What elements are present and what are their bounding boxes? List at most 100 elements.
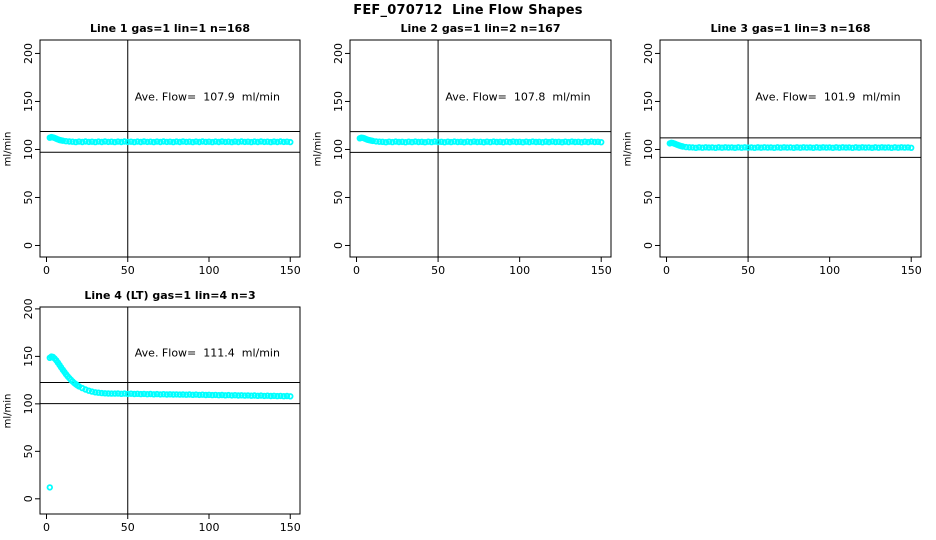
data-point xyxy=(506,138,514,146)
data-point xyxy=(160,138,167,145)
data-point xyxy=(862,144,869,151)
data-point xyxy=(118,138,125,146)
data-point xyxy=(744,144,752,151)
y-axis-tick-label: 150 xyxy=(642,91,655,112)
plot-border xyxy=(659,39,922,258)
data-point xyxy=(415,138,422,146)
x-axis-tick-label: 100 xyxy=(199,521,220,534)
data-point xyxy=(421,138,429,146)
data-point xyxy=(228,392,235,399)
data-point xyxy=(728,144,735,151)
data-point xyxy=(75,138,83,145)
data-point xyxy=(767,144,775,151)
data-point xyxy=(98,389,105,397)
data-point xyxy=(565,138,572,146)
data-point xyxy=(555,138,562,145)
data-point xyxy=(718,144,726,151)
data-point xyxy=(277,392,284,400)
panel-4-y-axis-label: ml/min xyxy=(2,393,14,428)
data-point xyxy=(562,138,569,145)
data-point xyxy=(270,138,278,145)
data-point xyxy=(500,138,507,146)
data-point xyxy=(451,138,458,145)
data-point xyxy=(166,391,174,398)
data-point xyxy=(509,138,517,145)
data-point xyxy=(173,391,180,398)
y-axis-tick-label: 50 xyxy=(332,190,345,204)
data-point xyxy=(186,391,193,398)
data-point xyxy=(369,137,376,145)
panel-3-ave-flow-annotation: Ave. Flow= 101.9 ml/min xyxy=(755,90,901,104)
data-point xyxy=(545,138,553,146)
data-point xyxy=(591,138,598,146)
data-point xyxy=(202,391,209,399)
y-axis-tick-label: 50 xyxy=(22,444,35,458)
data-point xyxy=(238,392,245,399)
data-point xyxy=(819,144,827,151)
data-point xyxy=(434,138,442,146)
data-point xyxy=(428,138,435,146)
data-point xyxy=(372,138,380,145)
data-point xyxy=(72,138,79,146)
data-point xyxy=(270,392,278,399)
data-point xyxy=(503,138,510,145)
data-point xyxy=(751,144,758,151)
data-point xyxy=(741,144,748,151)
x-axis-tick-label: 50 xyxy=(431,264,445,277)
data-point xyxy=(868,144,876,151)
data-point xyxy=(205,391,213,398)
data-point xyxy=(552,138,559,146)
data-point xyxy=(150,138,157,146)
data-point xyxy=(251,138,258,145)
data-point xyxy=(212,391,219,399)
panel-1-title: Line 1 gas=1 lin=1 n=168 xyxy=(89,22,250,35)
data-point xyxy=(865,144,872,151)
y-axis-tick-label: 200 xyxy=(22,298,35,319)
data-point xyxy=(908,144,915,151)
data-point xyxy=(412,138,419,145)
data-point xyxy=(66,138,73,145)
data-point xyxy=(225,138,232,145)
data-point xyxy=(598,138,605,146)
data-point xyxy=(277,138,284,145)
data-point xyxy=(62,137,70,145)
data-point xyxy=(244,138,252,145)
data-point xyxy=(179,138,187,145)
panel-4-ave-flow-annotation: Ave. Flow= 111.4 ml/min xyxy=(134,346,280,360)
data-point xyxy=(280,138,287,146)
data-point xyxy=(92,389,99,396)
data-point xyxy=(108,138,115,145)
data-point xyxy=(578,138,585,146)
data-point xyxy=(780,144,788,151)
data-point xyxy=(170,138,177,146)
data-point xyxy=(105,138,112,146)
data-point xyxy=(532,138,540,146)
data-point xyxy=(881,144,889,151)
x-axis-tick-label: 150 xyxy=(280,264,301,277)
data-point xyxy=(179,391,187,398)
data-point xyxy=(549,138,556,145)
data-point xyxy=(157,391,164,398)
data-point xyxy=(761,144,768,151)
panel-1-ave-flow-annotation: Ave. Flow= 107.9 ml/min xyxy=(134,90,280,104)
data-point xyxy=(467,138,474,146)
data-point xyxy=(888,144,895,151)
data-point xyxy=(140,390,148,398)
data-point xyxy=(849,144,856,151)
data-point xyxy=(196,138,203,146)
y-axis-tick-label: 150 xyxy=(22,346,35,367)
data-point xyxy=(95,138,102,145)
data-point xyxy=(134,390,141,397)
data-point xyxy=(160,391,167,398)
data-point xyxy=(529,138,536,145)
x-axis-tick-label: 150 xyxy=(901,264,922,277)
data-point xyxy=(376,138,383,145)
panel-2-y-axis-label: ml/min xyxy=(312,131,324,166)
y-axis-tick-label: 0 xyxy=(22,495,35,502)
data-point xyxy=(875,144,882,151)
data-point xyxy=(836,144,843,151)
data-point xyxy=(715,144,722,151)
data-point xyxy=(163,138,170,146)
data-point xyxy=(166,138,174,145)
